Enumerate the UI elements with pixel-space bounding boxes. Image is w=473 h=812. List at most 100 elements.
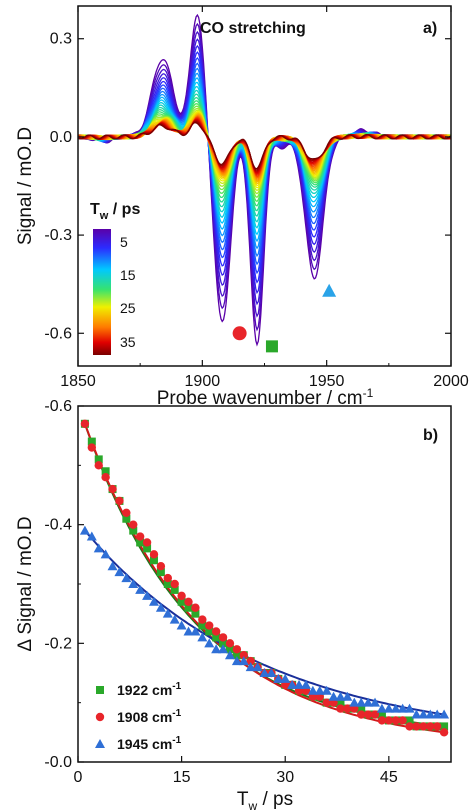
panel-a-ticks: 1850 1900 1950 2000 0.3 0.0 -0.3 -0.6 (44, 6, 469, 390)
data-point (411, 709, 422, 719)
data-point (363, 710, 373, 719)
legend-sup-1945: -1 (172, 735, 181, 746)
data-point (225, 639, 235, 648)
peak-markers (232, 283, 337, 353)
data-point (357, 704, 366, 713)
legend-sup-1922: -1 (172, 681, 181, 692)
data-point (100, 549, 111, 559)
legend: 1922 cm-1 1908 cm-1 1945 cm-1 (95, 681, 182, 752)
data-point (219, 639, 228, 648)
peak-marker-circle (232, 326, 247, 341)
data-point (101, 473, 110, 482)
panel-a-ytick-label: 0.3 (50, 31, 72, 48)
panel-a-ytick-label: 0.0 (50, 129, 72, 146)
data-point (390, 703, 401, 713)
data-point (273, 673, 284, 683)
data-point (135, 584, 146, 594)
data-point (321, 685, 332, 695)
fit-line (83, 423, 445, 728)
data-point (363, 697, 374, 707)
colorbar-title: Tw / ps (90, 201, 140, 222)
data-point (198, 615, 207, 624)
legend-marker (95, 712, 105, 722)
data-point (294, 679, 305, 689)
panel-a-xtick-label: 1950 (309, 373, 345, 390)
panel-a-xlabel-sup: -1 (363, 386, 374, 400)
data-point (239, 651, 248, 660)
panel-a-ytick-label: -0.3 (44, 227, 72, 244)
data-point (143, 544, 152, 553)
spectrum-line (78, 122, 451, 170)
data-point (115, 496, 124, 506)
data-point (94, 455, 103, 464)
data-point (191, 609, 200, 618)
legend-text-1908: 1908 cm (117, 709, 172, 725)
data-point (266, 668, 277, 677)
data-point (190, 626, 201, 636)
data-point (163, 580, 172, 588)
data-point (440, 722, 449, 731)
data-point (425, 709, 436, 719)
data-point (349, 697, 360, 707)
data-point (342, 691, 353, 701)
data-point (135, 532, 145, 541)
data-point (432, 722, 442, 731)
data-point (191, 603, 200, 612)
data-point (177, 597, 186, 606)
panel-b-label: b) (423, 427, 438, 444)
data-point (426, 722, 435, 731)
data-point (419, 722, 428, 731)
data-point (245, 662, 256, 672)
panel-b-ytick-label: -0.2 (44, 635, 72, 652)
fit-line (84, 529, 445, 716)
data-point (108, 484, 117, 494)
data-point (259, 668, 270, 677)
data-point (238, 656, 249, 666)
data-point (335, 691, 346, 701)
legend-marker (96, 686, 104, 694)
data-point (252, 662, 263, 672)
data-point (155, 602, 166, 612)
data-point (184, 597, 193, 606)
panel-b-ylabel: Δ Signal / mO.D (15, 516, 36, 651)
data-point (370, 697, 381, 707)
data-point (148, 596, 159, 606)
data-point (142, 538, 152, 547)
data-point (169, 614, 180, 624)
panel-a-ylabel: Signal / mO.D (15, 127, 36, 245)
data-point (122, 514, 131, 523)
spectra-curves (78, 13, 451, 347)
data-point (205, 627, 214, 636)
panel-b-xlabel-main: T (237, 789, 249, 810)
panel-b-xlabel: Tw / ps (237, 789, 293, 812)
data-point (86, 531, 97, 541)
panel-a-xtick-label: 1850 (60, 373, 96, 390)
panel-b-xtick-label: 30 (276, 769, 294, 786)
data-point (205, 621, 214, 630)
data-point (184, 603, 193, 612)
data-point (149, 550, 159, 559)
data-point (336, 704, 345, 713)
data-point (176, 620, 187, 630)
data-point (391, 716, 400, 725)
panel-a: 1850 1900 1950 2000 0.3 0.0 -0.3 -0.6 CO stretc… (15, 5, 469, 409)
data-point (79, 525, 90, 535)
data-point (231, 656, 242, 666)
panel-a-annotation: CO stretching (200, 20, 306, 37)
data-point (405, 722, 414, 731)
data-point (121, 573, 132, 583)
panel-b-ytick-label: -0.4 (44, 517, 72, 534)
legend-sup-1908: -1 (172, 708, 181, 719)
data-point (170, 585, 179, 594)
data-point (142, 590, 153, 600)
legend-text-1922: 1922 cm (117, 682, 172, 698)
data-point (377, 710, 386, 719)
data-point (177, 591, 186, 601)
colorbar-tick-15: 15 (120, 267, 136, 283)
data-point (383, 703, 394, 713)
panel-a-ytick-label: -0.6 (44, 325, 72, 342)
colorbar-title-main: T (90, 201, 100, 218)
panel-b-ytick-label: -0.6 (44, 398, 72, 415)
data-point (80, 419, 90, 428)
data-point (280, 673, 291, 683)
